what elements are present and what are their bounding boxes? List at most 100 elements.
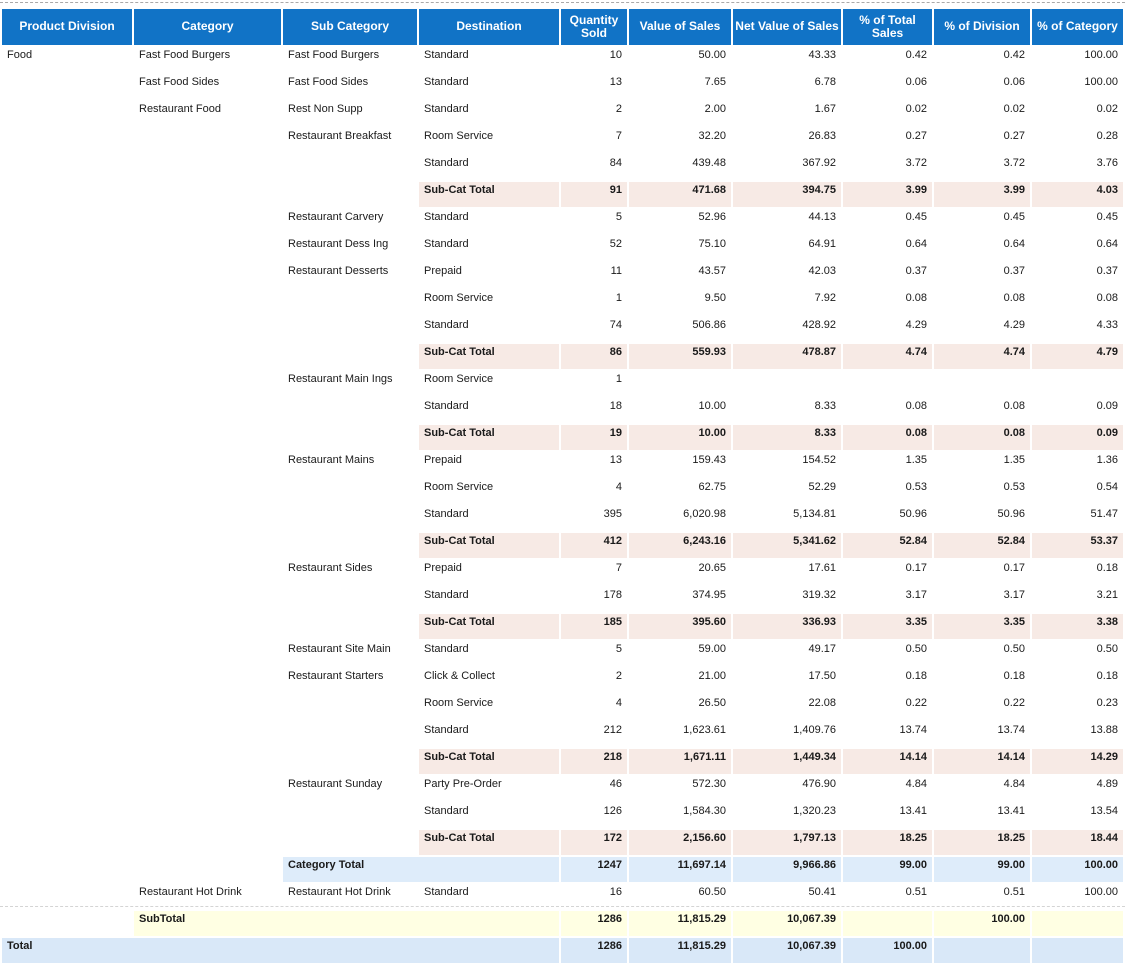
table-body: Food Fast Food Burgers Fast Food Burgers St… [2, 47, 1123, 963]
subcat-total-label: Sub-Cat Total [419, 830, 559, 855]
cell-pct-of-category: 14.29 [1032, 749, 1123, 774]
cell-net-value-of-sales: 49.17 [733, 641, 841, 666]
cell-value-of-sales: 2,156.60 [629, 830, 731, 855]
cell-pct-of-total-sales [843, 911, 932, 936]
cell-quantity-sold: 395 [561, 506, 627, 531]
cell-pct-of-category: 0.08 [1032, 290, 1123, 315]
cell-net-value-of-sales: 1,409.76 [733, 722, 841, 747]
cell-net-value-of-sales: 43.33 [733, 47, 841, 72]
cell-pct-of-total-sales: 0.22 [843, 695, 932, 720]
cell-pct-of-total-sales: 0.45 [843, 209, 932, 234]
cell-pct-of-division: 13.74 [934, 722, 1030, 747]
cell-destination: Standard [419, 398, 559, 423]
cell-quantity-sold: 412 [561, 533, 627, 558]
cell-sub-category: Restaurant Starters [283, 668, 417, 774]
cell-net-value-of-sales: 64.91 [733, 236, 841, 261]
table-row: Restaurant Breakfast Room Service 7 32.20 26… [2, 128, 1123, 207]
cell-value-of-sales: 52.96 [629, 209, 731, 234]
cell-quantity-sold: 5 [561, 641, 627, 666]
cell-quantity-sold: 1 [561, 371, 627, 396]
cell-value-of-sales: 559.93 [629, 344, 731, 369]
column-header-pct-of-division[interactable]: % of Division [934, 9, 1030, 45]
column-header-value-of-sales[interactable]: Value of Sales [629, 9, 731, 45]
cell-net-value-of-sales: 10,067.39 [733, 911, 841, 936]
subcat-total-row: Sub-Cat Total 412 6,243.16 5,341.62 52.84 52.… [2, 533, 1123, 558]
cell-net-value-of-sales: 42.03 [733, 263, 841, 288]
column-header-pct-of-total-sales[interactable]: % of Total Sales [843, 9, 932, 45]
cell-pct-of-total-sales: 4.74 [843, 344, 932, 369]
category-total-label: Category Total [283, 857, 559, 882]
cell-value-of-sales: 471.68 [629, 182, 731, 207]
cell-destination: Room Service [419, 479, 559, 504]
column-header-quantity-sold[interactable]: Quantity Sold [561, 9, 627, 45]
column-header-category[interactable]: Category [134, 9, 281, 45]
column-header-product-division[interactable]: Product Division [2, 9, 132, 45]
subtotal-label: SubTotal [134, 911, 559, 936]
cell-pct-of-division: 13.41 [934, 803, 1030, 828]
cell-net-value-of-sales: 8.33 [733, 398, 841, 423]
cell-destination: Room Service [419, 128, 559, 153]
cell-product-division: Food [2, 47, 132, 936]
cell-pct-of-category [1032, 371, 1123, 396]
cell-value-of-sales: 21.00 [629, 668, 731, 693]
cell-pct-of-category: 100.00 [1032, 884, 1123, 909]
cell-sub-category: Restaurant Desserts [283, 263, 417, 369]
cell-pct-of-category: 0.23 [1032, 695, 1123, 720]
cell-pct-of-category: 18.44 [1032, 830, 1123, 855]
column-header-sub-category[interactable]: Sub Category [283, 9, 417, 45]
subcat-total-row: Sub-Cat Total 91 471.68 394.75 3.99 3.99 4.03 [2, 182, 1123, 207]
cell-pct-of-category: 4.33 [1032, 317, 1123, 342]
cell-pct-of-category: 0.37 [1032, 263, 1123, 288]
cell-pct-of-division: 0.42 [934, 47, 1030, 72]
cell-net-value-of-sales: 17.61 [733, 560, 841, 585]
cell-net-value-of-sales: 476.90 [733, 776, 841, 801]
cell-pct-of-division: 3.35 [934, 614, 1030, 639]
cell-value-of-sales: 572.30 [629, 776, 731, 801]
column-header-pct-of-category[interactable]: % of Category [1032, 9, 1123, 45]
cell-net-value-of-sales: 50.41 [733, 884, 841, 909]
subcat-total-label: Sub-Cat Total [419, 533, 559, 558]
cell-pct-of-division: 4.29 [934, 317, 1030, 342]
sales-pivot-table: Product Division Category Sub Category Dest… [0, 7, 1125, 965]
table-row: Room Service 4 62.75 52.29 0.53 0.53 0.54 [2, 479, 1123, 504]
subcat-total-row: Sub-Cat Total 185 395.60 336.93 3.35 3.35 3.38 [2, 614, 1123, 639]
cell-pct-of-total-sales: 14.14 [843, 749, 932, 774]
cell-pct-of-category: 3.76 [1032, 155, 1123, 180]
cell-pct-of-division: 52.84 [934, 533, 1030, 558]
cell-pct-of-total-sales: 0.06 [843, 74, 932, 99]
column-header-destination[interactable]: Destination [419, 9, 559, 45]
column-header-net-value-of-sales[interactable]: Net Value of Sales [733, 9, 841, 45]
cell-value-of-sales: 6,020.98 [629, 506, 731, 531]
cell-sub-category: Restaurant Breakfast [283, 128, 417, 207]
cell-net-value-of-sales: 52.29 [733, 479, 841, 504]
cell-pct-of-division: 18.25 [934, 830, 1030, 855]
cell-pct-of-division [934, 938, 1030, 963]
cell-pct-of-category: 3.21 [1032, 587, 1123, 612]
table-row: Standard 126 1,584.30 1,320.23 13.41 13.41 13.… [2, 803, 1123, 828]
cell-net-value-of-sales: 319.32 [733, 587, 841, 612]
cell-net-value-of-sales [733, 371, 841, 396]
cell-pct-of-total-sales: 1.35 [843, 452, 932, 477]
subcat-total-label: Sub-Cat Total [419, 614, 559, 639]
cell-value-of-sales: 11,697.14 [629, 857, 731, 882]
cell-pct-of-category: 1.36 [1032, 452, 1123, 477]
cell-pct-of-category: 0.02 [1032, 101, 1123, 126]
cell-quantity-sold: 172 [561, 830, 627, 855]
cell-net-value-of-sales: 1,320.23 [733, 803, 841, 828]
cell-pct-of-division: 0.45 [934, 209, 1030, 234]
cell-pct-of-total-sales: 0.02 [843, 101, 932, 126]
cell-pct-of-division: 0.37 [934, 263, 1030, 288]
cell-quantity-sold: 7 [561, 560, 627, 585]
cell-pct-of-total-sales: 0.51 [843, 884, 932, 909]
cell-pct-of-category [1032, 938, 1123, 963]
cell-quantity-sold: 212 [561, 722, 627, 747]
table-row: Restaurant Sunday Party Pre-Order 46 572.30… [2, 776, 1123, 855]
table-row: Restaurant Starters Click & Collect 2 21.00… [2, 668, 1123, 774]
table-row: Restaurant Site Main Standard 5 59.00 49.17 0… [2, 641, 1123, 666]
page-break-dashed-line-bottom [0, 906, 1125, 907]
cell-pct-of-total-sales: 3.35 [843, 614, 932, 639]
cell-value-of-sales: 1,671.11 [629, 749, 731, 774]
cell-pct-of-total-sales: 13.41 [843, 803, 932, 828]
cell-pct-of-category: 0.28 [1032, 128, 1123, 153]
subtotal-row: SubTotal 1286 11,815.29 10,067.39 100.00 [2, 911, 1123, 936]
